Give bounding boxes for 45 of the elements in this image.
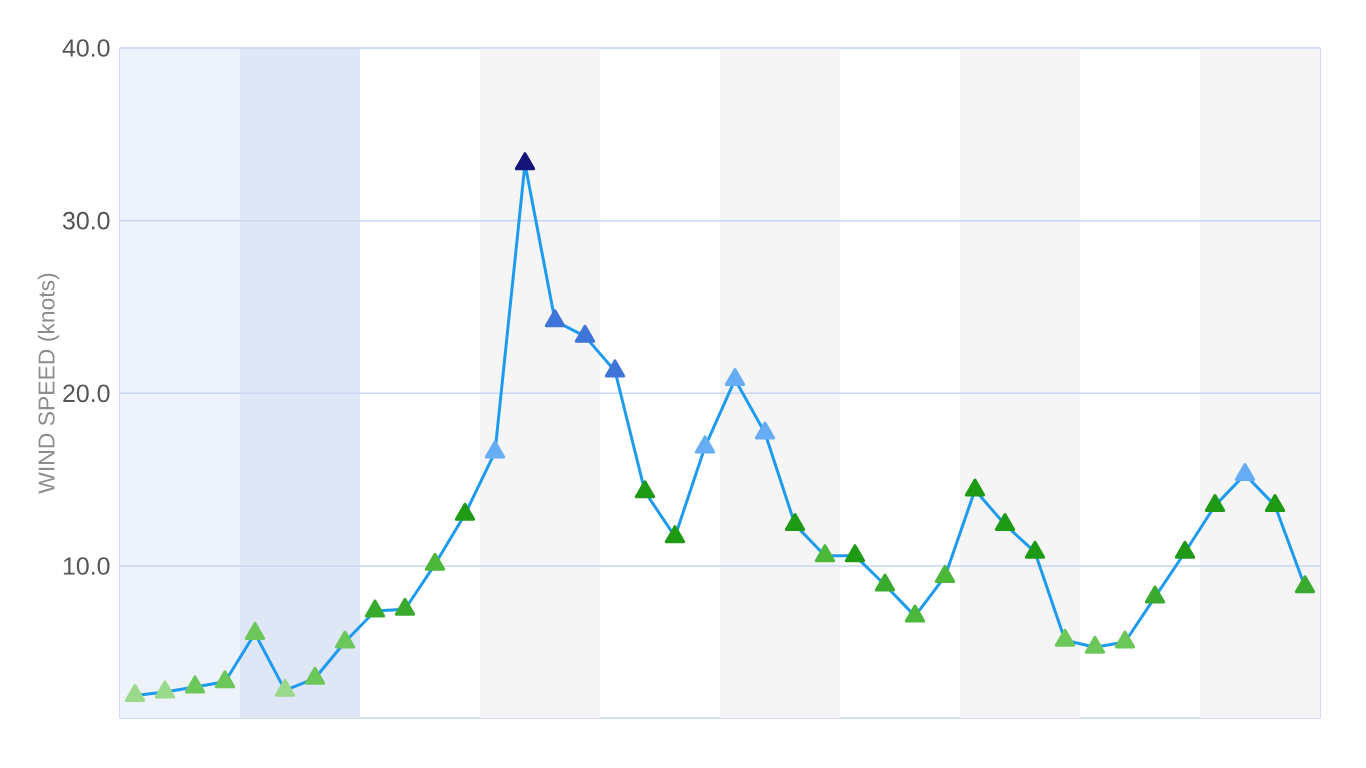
point [1264, 494, 1286, 513]
point [1114, 630, 1136, 649]
y-tick-label: 30.0 [62, 211, 110, 230]
point [574, 324, 596, 343]
point [1294, 575, 1316, 594]
point [274, 678, 296, 697]
point [424, 552, 446, 571]
point [964, 478, 986, 497]
point [874, 573, 896, 592]
point [1204, 494, 1226, 513]
point [244, 621, 266, 640]
point [844, 544, 866, 563]
y-axis-title: WIND SPEED (knots) [37, 273, 60, 494]
point [1234, 463, 1256, 482]
point [394, 597, 416, 616]
point [1024, 540, 1046, 559]
point [454, 502, 476, 521]
point [514, 152, 536, 171]
point [154, 680, 176, 699]
point [304, 666, 326, 685]
point [694, 435, 716, 454]
point [334, 630, 356, 649]
point [604, 359, 626, 378]
point [1144, 585, 1166, 604]
point [214, 670, 236, 689]
point [184, 675, 206, 694]
point [634, 480, 656, 499]
point [484, 440, 506, 459]
y-tick-label: 20.0 [63, 384, 110, 403]
point [904, 604, 926, 623]
point [124, 684, 146, 703]
point [1174, 540, 1196, 559]
point [754, 421, 776, 440]
point [364, 599, 386, 618]
point [934, 564, 956, 583]
point [1084, 635, 1106, 654]
y-tick-label: 10.0 [63, 557, 110, 575]
y-tick-label: 40.0 [62, 39, 110, 57]
point [1054, 628, 1076, 647]
point [664, 525, 686, 544]
point [544, 309, 566, 328]
point [724, 368, 746, 387]
point [994, 513, 1016, 532]
point [784, 513, 806, 532]
point [814, 544, 836, 563]
